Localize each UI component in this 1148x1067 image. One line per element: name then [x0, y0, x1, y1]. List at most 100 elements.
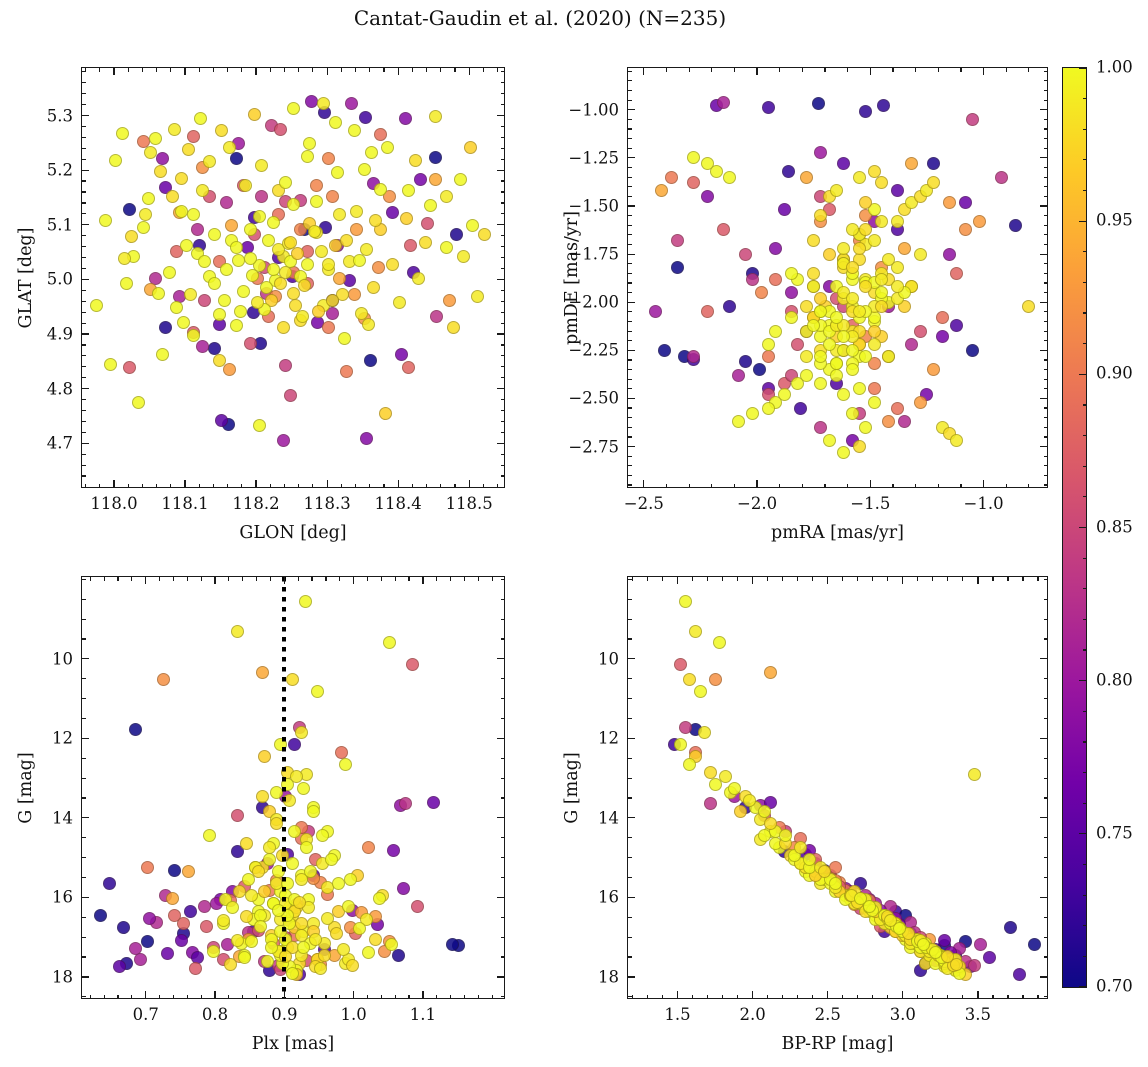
scatter-point	[112, 960, 126, 974]
axis-tick	[628, 320, 632, 323]
y-tick-label: −2.25	[568, 340, 619, 360]
axis-tick	[82, 114, 89, 117]
scatter-point	[936, 311, 950, 325]
scatter-point	[678, 594, 692, 608]
axis-tick	[628, 426, 632, 428]
scatter-point	[687, 349, 701, 363]
scatter-point	[304, 865, 318, 879]
scatter-point	[203, 829, 216, 843]
scatter-point	[402, 184, 416, 198]
axis-tick	[1040, 817, 1047, 819]
y-tick-label: 16	[598, 887, 619, 907]
scatter-point	[852, 440, 866, 454]
colorbar-minor-tick	[1082, 588, 1086, 590]
scatter-point	[471, 290, 485, 304]
axis-tick	[937, 68, 939, 72]
axis-tick	[82, 71, 86, 73]
scatter-point	[708, 777, 722, 791]
axis-tick	[628, 272, 632, 274]
scatter-point	[814, 305, 827, 319]
axis-tick	[297, 577, 299, 581]
axis-tick	[454, 483, 456, 487]
scatter-point	[800, 349, 814, 363]
axis-tick	[1028, 483, 1030, 487]
axis-tick	[394, 577, 396, 581]
scatter-point	[836, 157, 850, 171]
axis-tick	[1007, 577, 1009, 581]
scatter-point	[286, 197, 300, 211]
axis-tick	[172, 994, 175, 998]
scatter-point	[859, 105, 873, 119]
scatter-point	[167, 122, 181, 136]
scatter-point	[309, 195, 323, 209]
axis-tick	[992, 994, 994, 998]
axis-tick	[82, 278, 89, 280]
scatter-point	[224, 219, 238, 233]
scatter-point	[768, 324, 782, 338]
axis-tick	[500, 638, 504, 640]
scatter-point	[156, 673, 170, 687]
axis-tick	[842, 577, 844, 581]
scatter-point	[120, 277, 134, 291]
colorbar-minor-tick	[1082, 802, 1086, 804]
axis-tick	[425, 68, 428, 72]
scatter-point	[917, 937, 931, 951]
axis-tick	[84, 483, 87, 487]
axis-tick	[628, 195, 632, 197]
scatter-point	[950, 957, 964, 971]
scatter-point	[363, 354, 377, 368]
scatter-point	[182, 142, 196, 156]
axis-tick	[960, 483, 962, 487]
axis-tick	[159, 994, 161, 998]
x-tick-label: 1.0	[340, 1005, 367, 1024]
colorbar-minor-tick	[1082, 404, 1086, 406]
axis-tick	[737, 577, 739, 581]
axis-tick	[1043, 320, 1047, 323]
axis-tick	[915, 483, 917, 487]
colorbar-minor-tick	[1082, 159, 1086, 161]
scatter-point	[317, 97, 331, 110]
axis-tick	[628, 397, 635, 400]
scatter-point	[255, 666, 269, 680]
scatter-point	[251, 865, 265, 879]
scatter-point	[385, 937, 399, 951]
axis-tick	[497, 483, 499, 487]
scatter-point	[877, 99, 891, 113]
scatter-point	[764, 817, 778, 831]
axis-tick	[353, 991, 355, 998]
axis-tick	[661, 577, 664, 581]
scatter-point	[253, 919, 267, 933]
axis-tick	[947, 577, 949, 581]
axis-tick	[628, 817, 635, 819]
scatter-point	[875, 272, 889, 286]
axis-tick	[500, 757, 504, 759]
scatter-point	[283, 388, 297, 402]
scatter-point	[965, 343, 979, 357]
colorbar-gradient	[1062, 67, 1087, 988]
scatter-point	[868, 234, 882, 248]
colorbar-minor-tick	[1082, 465, 1086, 467]
colorbar-minor-tick	[1082, 312, 1086, 314]
axis-tick	[628, 99, 632, 101]
y-tick-label: 5.1	[46, 215, 73, 235]
scatter-point	[334, 745, 348, 759]
axis-tick	[117, 994, 119, 998]
scatter-point	[739, 355, 753, 369]
axis-tick	[628, 234, 632, 236]
scatter-point	[286, 857, 300, 871]
scatter-point	[326, 306, 340, 320]
axis-tick	[283, 577, 285, 584]
scatter-point	[387, 844, 401, 857]
scatter-point	[752, 363, 766, 377]
axis-tick	[283, 991, 285, 998]
axis-tick	[628, 359, 632, 361]
axis-tick	[500, 876, 504, 879]
scatter-point	[777, 388, 791, 402]
scatter-point	[295, 725, 309, 739]
axis-tick	[397, 480, 399, 487]
colorbar-tick	[1079, 985, 1086, 987]
scatter-point	[949, 318, 963, 332]
axis-tick	[325, 577, 327, 581]
colorbar-minor-tick	[1082, 189, 1086, 192]
scatter-point	[352, 921, 366, 935]
